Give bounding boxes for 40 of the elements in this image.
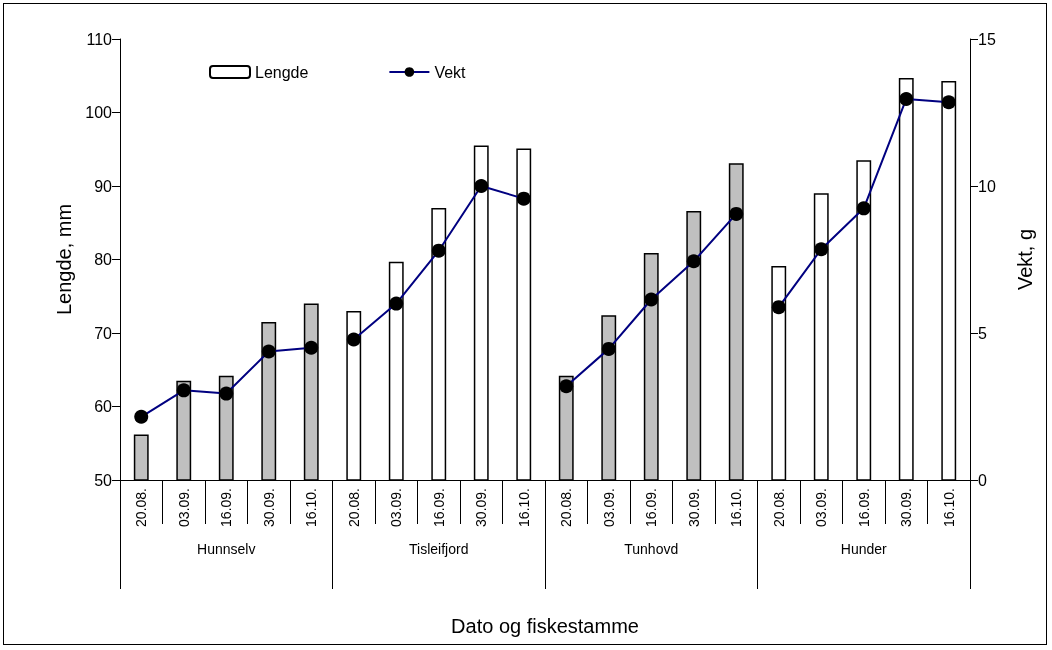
x-tick-label: 03.09. — [813, 488, 830, 527]
x-tick-label: 03.09. — [388, 488, 405, 527]
x-tick-label: 16.10. — [303, 488, 320, 527]
y2-tick-label: 5 — [978, 324, 987, 342]
x-tick-label: 20.08. — [345, 488, 362, 527]
x-axis-title: Dato og fiskestamme — [451, 615, 639, 637]
text: Tunhovd — [624, 541, 679, 557]
y2-axis-title: Vekt, g — [1014, 228, 1036, 291]
x-tick-label: 16.09. — [430, 488, 447, 527]
x-tick-label: 16.10. — [515, 488, 532, 527]
y-tick-label: 70 — [94, 324, 113, 342]
x-tick-label: 16.09. — [643, 488, 660, 527]
y-tick-label: 100 — [85, 104, 113, 121]
text: Hunder — [840, 541, 888, 557]
x-tick-label: 30.09. — [473, 488, 490, 527]
y2-tick-label: 10 — [978, 177, 996, 195]
x-tick-label: 20.08. — [133, 488, 150, 527]
x-tick-label: 03.09. — [600, 488, 617, 527]
y-tick-label: 90 — [94, 177, 113, 195]
y-tick-label: 60 — [94, 398, 113, 415]
y-axis-title: Lengde, mm — [53, 203, 76, 316]
text: Tisleifjord — [409, 541, 469, 557]
x-tick-label: 30.09. — [260, 488, 277, 527]
text: Hunnselv — [197, 541, 256, 557]
legend-label: Vekt — [434, 63, 467, 81]
x-tick-label: 16.10. — [728, 488, 745, 527]
y2-tick-label: 0 — [978, 471, 987, 489]
x-tick-label: 16.09. — [855, 488, 872, 527]
x-tick-label: 20.08. — [558, 488, 575, 527]
x-tick-label: 30.09. — [685, 488, 702, 527]
y-tick-label: 50 — [94, 471, 113, 489]
x-tick-label: 16.09. — [218, 488, 235, 527]
x-tick-label: 20.08. — [770, 488, 787, 527]
y2-tick-label: 15 — [978, 30, 996, 48]
y-tick-label: 80 — [94, 251, 113, 268]
x-tick-label: 30.09. — [898, 488, 915, 527]
y-tick-label: 110 — [86, 30, 113, 48]
x-tick-label: 16.10. — [940, 488, 957, 527]
x-tick-label: 03.09. — [175, 488, 192, 527]
legend-label: Lengde — [255, 63, 309, 81]
